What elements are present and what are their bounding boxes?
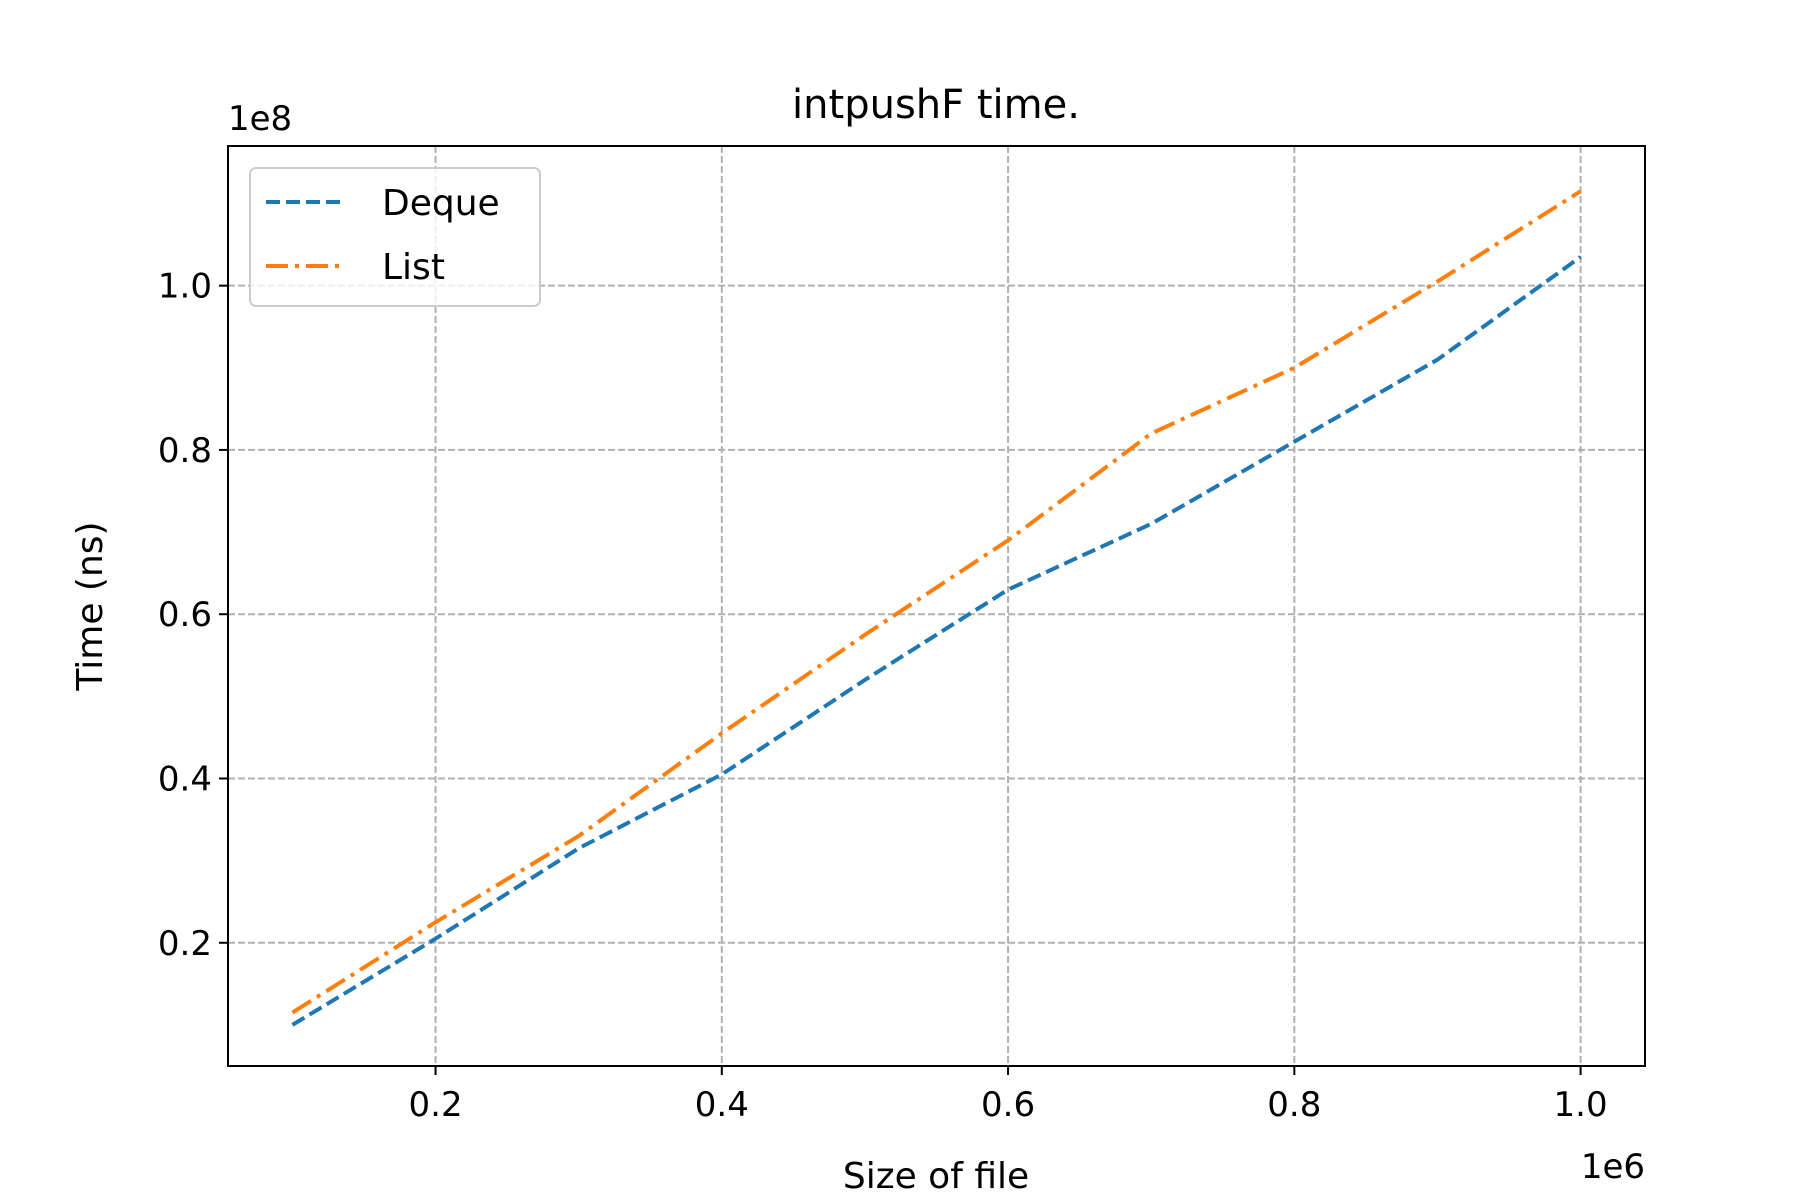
legend: Deque List bbox=[249, 167, 541, 307]
legend-label-list: List bbox=[382, 247, 445, 288]
axis-ticks: 0.2 0.4 0.6 0.8 1.0 0.2 0.4 0.6 0.8 1.0 bbox=[158, 267, 1608, 1125]
grid bbox=[228, 146, 1645, 1066]
x-tick-label: 0.6 bbox=[981, 1085, 1035, 1125]
y-offset-label: 1e8 bbox=[228, 99, 292, 139]
series-lines bbox=[291, 189, 1582, 1027]
x-tick-label: 0.8 bbox=[1267, 1085, 1321, 1125]
y-axis-label: Time (ns) bbox=[70, 521, 111, 691]
series-line-list bbox=[291, 189, 1582, 1015]
y-tick-label: 0.6 bbox=[158, 595, 212, 635]
series-line-deque bbox=[291, 255, 1582, 1027]
plot-frame bbox=[227, 145, 1646, 1067]
x-offset-label: 1e6 bbox=[1581, 1147, 1645, 1187]
y-tick-label: 0.2 bbox=[158, 924, 212, 964]
chart-title: intpushF time. bbox=[792, 82, 1080, 128]
x-tick-label: 0.4 bbox=[695, 1085, 749, 1125]
x-tick-label: 0.2 bbox=[409, 1085, 463, 1125]
legend-box bbox=[249, 167, 541, 307]
x-axis-label: Size of file bbox=[843, 1156, 1029, 1197]
y-tick-label: 1.0 bbox=[158, 267, 212, 307]
y-tick-label: 0.4 bbox=[158, 760, 212, 800]
y-tick-label: 0.8 bbox=[158, 431, 212, 471]
legend-label-deque: Deque bbox=[382, 183, 500, 224]
x-tick-label: 1.0 bbox=[1554, 1085, 1608, 1125]
